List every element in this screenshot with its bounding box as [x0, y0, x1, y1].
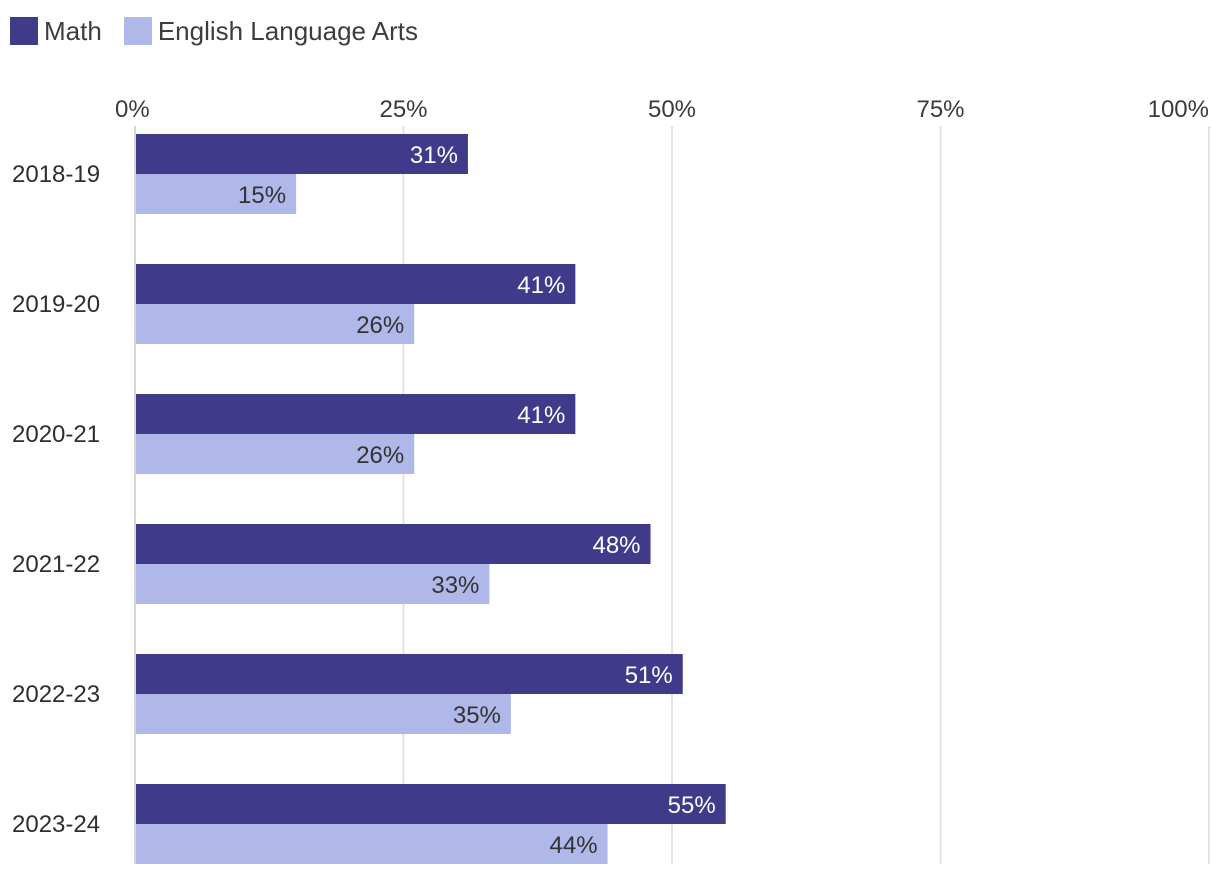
ela-value-label: 35% [453, 702, 501, 729]
ela-value-label: 33% [431, 572, 479, 599]
legend-swatch-ela [123, 17, 152, 45]
math-value-label: 41% [517, 272, 565, 299]
math-bar [135, 784, 726, 824]
ela-value-label: 26% [356, 442, 404, 469]
ela-bar [135, 824, 608, 864]
math-bar [135, 654, 683, 694]
legend-swatch-math [10, 17, 38, 45]
y-category-label: 2022-23 [12, 681, 100, 708]
math-bar [135, 524, 651, 564]
ela-value-label: 26% [356, 312, 404, 339]
math-bar [135, 394, 576, 434]
legend-label-math: Math [44, 15, 102, 46]
legend-item-math: Math [10, 16, 102, 47]
x-tick-label: 100% [1148, 96, 1209, 123]
ela-value-label: 44% [550, 832, 598, 859]
math-bar [135, 264, 576, 304]
y-category-label: 2021-22 [12, 551, 100, 578]
math-value-label: 55% [668, 792, 716, 819]
x-tick-label: 50% [648, 96, 696, 123]
ela-bar [135, 434, 415, 474]
math-value-label: 41% [517, 402, 565, 429]
x-tick-label: 75% [916, 96, 964, 123]
ela-bar [135, 174, 297, 214]
ela-bar [135, 304, 415, 344]
y-category-label: 2023-24 [12, 811, 100, 838]
legend-label-ela: English Language Arts [157, 15, 419, 46]
y-category-label: 2020-21 [12, 421, 100, 448]
ela-bar [135, 694, 511, 734]
math-value-label: 48% [592, 532, 640, 559]
x-tick-label: 25% [379, 96, 427, 123]
x-tick-label: 0% [115, 96, 150, 123]
y-category-label: 2019-20 [12, 291, 100, 318]
math-value-label: 51% [625, 662, 673, 689]
y-category-label: 2018-19 [12, 161, 100, 188]
math-bar [135, 134, 468, 174]
ela-bar [135, 564, 490, 604]
legend: Math English Language Arts [10, 14, 440, 48]
math-value-label: 31% [410, 142, 458, 169]
legend-item-ela: English Language Arts [123, 15, 419, 47]
ela-value-label: 15% [238, 182, 286, 209]
